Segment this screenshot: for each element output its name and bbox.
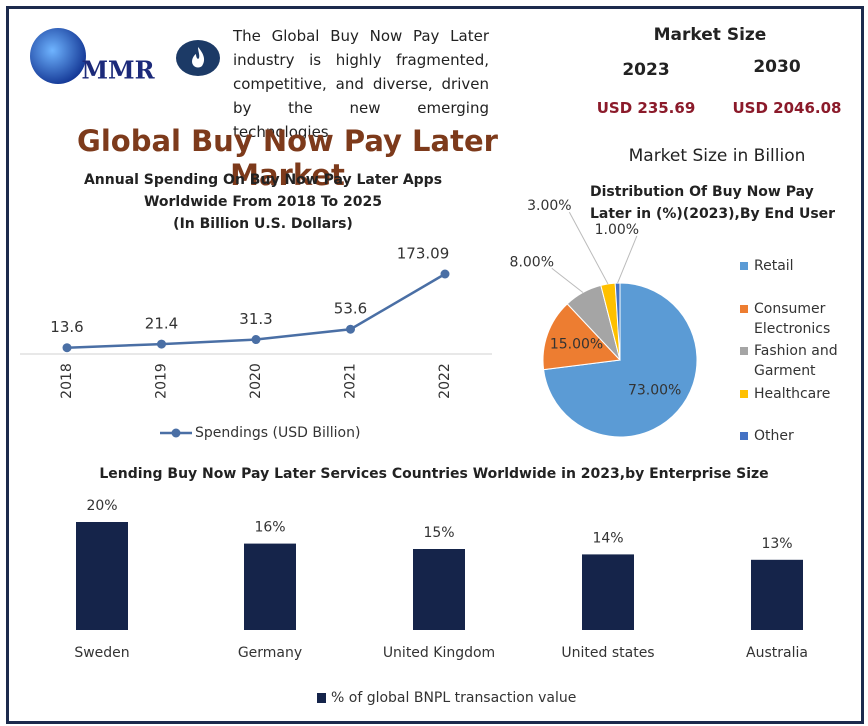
leader-line [568, 211, 609, 285]
value-label: 16% [254, 520, 285, 536]
frame [6, 6, 864, 724]
x-tick-label: Germany [238, 645, 302, 661]
value-label: 3.00% [527, 198, 571, 214]
value-label: 73.00% [628, 383, 681, 399]
value-label: 13% [761, 536, 792, 552]
legend-label: Spendings (USD Billion) [195, 425, 360, 441]
logo-globe [30, 28, 86, 84]
value-label: 15.00% [550, 336, 603, 352]
point [62, 343, 72, 353]
leader-line [551, 267, 584, 293]
legend-swatch [740, 305, 748, 313]
x-tick-label: Sweden [74, 645, 129, 661]
x-tick-label: 2022 [437, 363, 453, 399]
x-tick-label: United Kingdom [383, 645, 495, 661]
bar [413, 549, 465, 630]
line-title: (In Billion U.S. Dollars) [173, 216, 353, 232]
logo-text: MMR [81, 56, 155, 85]
market-value: USD 235.69 [596, 99, 696, 117]
line-title: Annual Spending On Buy Now Pay Later App… [83, 172, 443, 188]
value-label: 1.00% [595, 222, 639, 238]
value-label: 53.6 [334, 300, 367, 318]
legend-marker [171, 428, 181, 438]
value-label: 20% [86, 498, 117, 514]
description: The Global Buy Now Pay Later industry is… [233, 27, 489, 141]
value-label: 15% [423, 525, 454, 541]
pie-slice [614, 282, 621, 361]
value-label: 173.09 [397, 245, 450, 263]
legend-label: Other [754, 428, 794, 444]
pie-slice [542, 303, 622, 371]
market-value: USD 2046.08 [732, 99, 842, 117]
value-label: 21.4 [145, 315, 178, 333]
value-label: 8.00% [510, 254, 554, 270]
year: 2030 [753, 57, 801, 77]
point [157, 339, 166, 349]
value-label: 14% [592, 530, 623, 546]
bar [751, 559, 803, 630]
legend-label: Healthcare [754, 386, 831, 402]
x-tick-label: United states [561, 645, 654, 661]
market-size-title: Market Size [653, 25, 767, 45]
leader-line [617, 235, 638, 284]
bar [582, 554, 634, 630]
point [251, 335, 261, 345]
legend-label: Fashion and Garment [754, 343, 838, 379]
bar-title: Lending Buy Now Pay Later Services Count… [99, 466, 769, 482]
legend-label: Retail [754, 258, 794, 274]
legend-label: % of global BNPL transaction value [331, 690, 576, 706]
legend-label: Consumer Electronics [754, 301, 831, 337]
legend-swatch [317, 693, 326, 703]
x-tick-label: 2018 [59, 363, 75, 399]
pie-title: Distribution Of Buy Now Pay Later in (%)… [590, 184, 836, 222]
x-tick-label: 2019 [154, 363, 170, 399]
bar [244, 543, 296, 630]
fire-glyph [192, 47, 205, 68]
legend-swatch [740, 262, 748, 270]
fire-icon [176, 40, 220, 76]
legend-swatch [740, 432, 748, 440]
x-tick-label: 2020 [248, 363, 264, 399]
value-label: 31.3 [239, 310, 272, 328]
legend-swatch [740, 347, 748, 355]
value-label: 13.6 [50, 318, 83, 336]
bar [76, 522, 128, 630]
year: 2023 [622, 60, 670, 80]
line-title: Worldwide From 2018 To 2025 [143, 194, 383, 210]
market-size-unit: Market Size in Billion [628, 146, 806, 166]
point [440, 269, 450, 279]
x-tick-label: 2021 [343, 363, 359, 399]
legend-swatch [740, 390, 748, 398]
x-tick-label: Australia [746, 645, 808, 661]
point [346, 324, 355, 334]
main-title: Global Buy Now Pay Later Market [77, 124, 498, 192]
